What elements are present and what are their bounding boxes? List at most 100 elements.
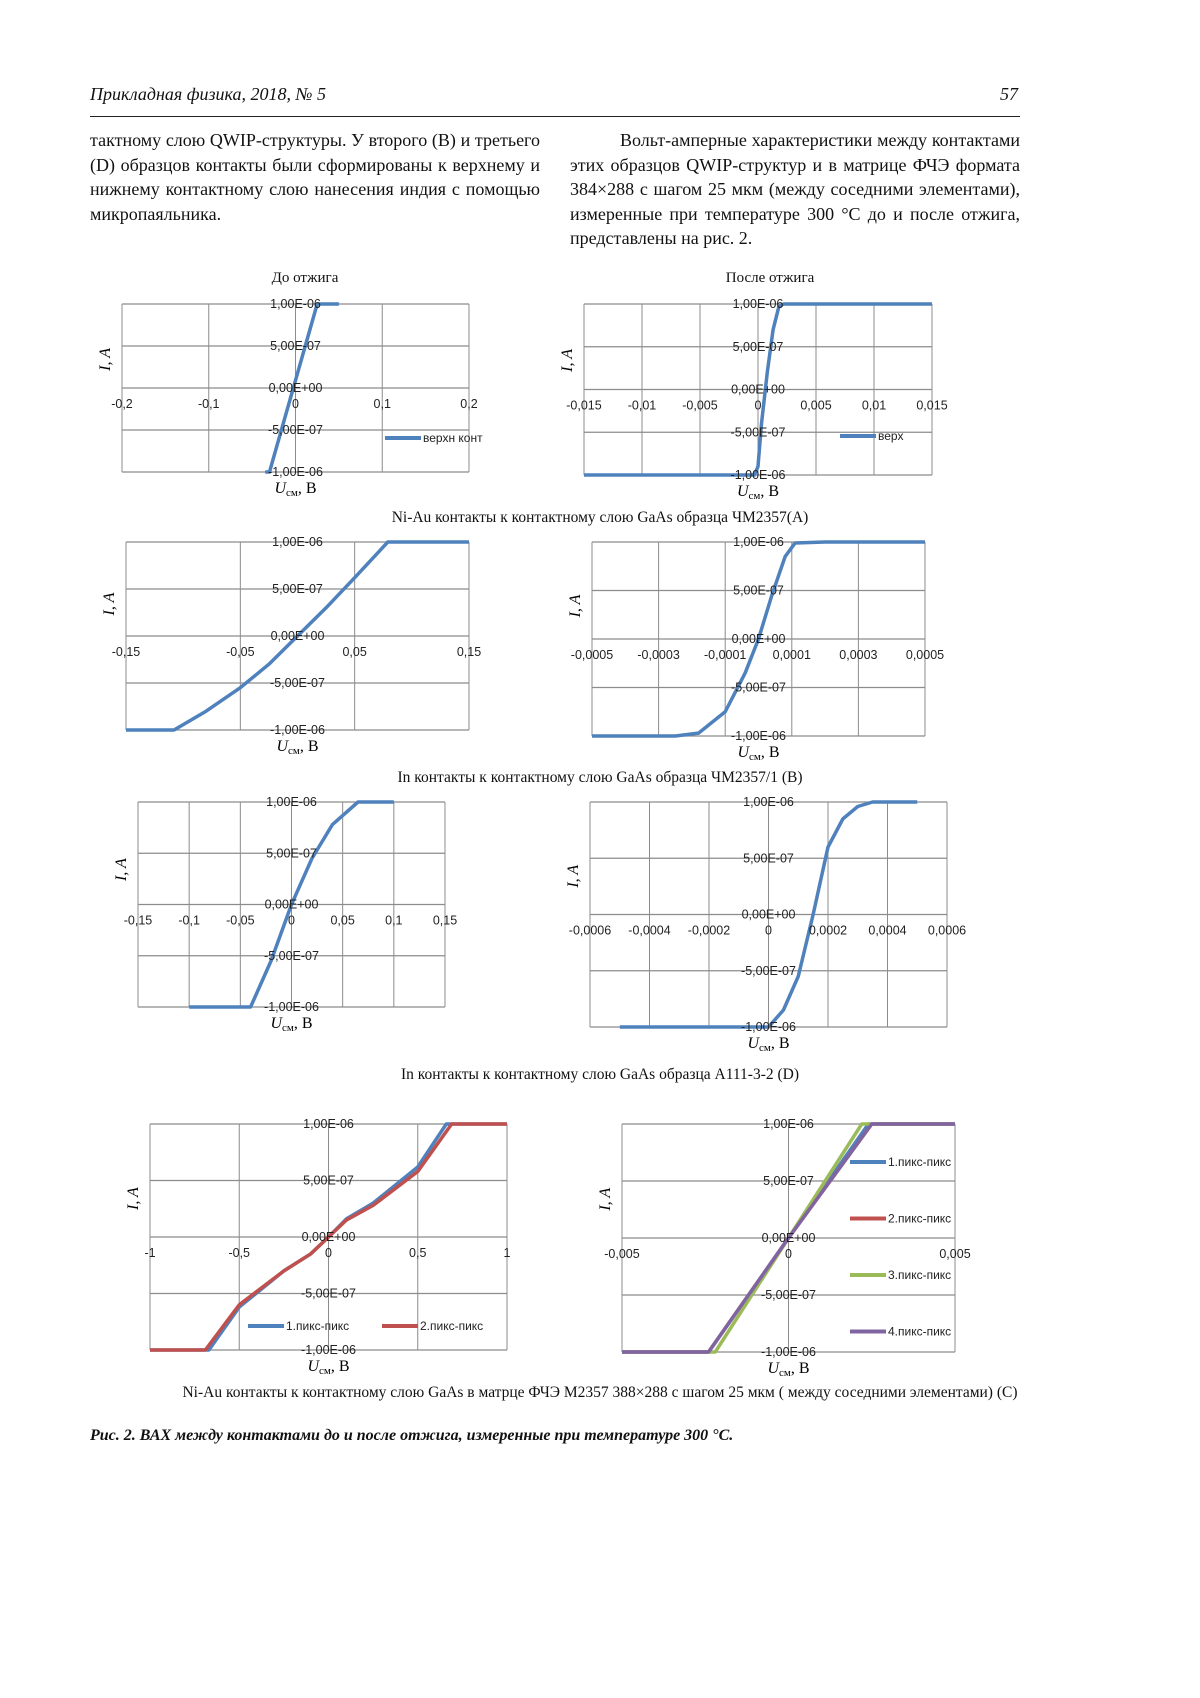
y-tick-label: -1,00E-06	[731, 468, 786, 482]
x-tick-label: 0,0003	[839, 648, 877, 662]
x-tick-label: 0,0006	[928, 924, 966, 938]
y-tick-label: 1,00E-06	[763, 1117, 814, 1131]
chart-5: -1,00E-06 -5,00E-07 0,00E+00 5,00E-07 1,00E-…	[113, 795, 457, 1034]
x-tick-label: -0,0004	[628, 924, 670, 938]
left-column: тактному слою QWIP-структуры. У второго …	[90, 128, 540, 226]
chart-title-after: После отжига	[725, 270, 815, 286]
x-tick-label: 0,01	[862, 399, 886, 413]
y-axis-label: I, A	[565, 865, 582, 889]
y-tick-label: 0,00E+00	[271, 629, 325, 643]
legend-label: верх	[878, 429, 903, 443]
x-tick-label: -0,005	[604, 1247, 639, 1261]
x-tick-label: -0,1	[198, 397, 220, 411]
y-tick-label: 1,00E-06	[272, 535, 323, 549]
chart-title-before: До отжига	[271, 270, 339, 286]
x-tick-label: -1	[144, 1246, 155, 1260]
y-tick-label: 1,00E-06	[733, 535, 784, 549]
y-axis-label: I, A	[567, 594, 584, 618]
left-paragraph: тактному слою QWIP-структуры. У второго …	[90, 130, 540, 224]
x-tick-label: -0,0006	[569, 924, 611, 938]
x-tick-label: 0,0001	[773, 648, 811, 662]
y-tick-label: 5,00E-07	[303, 1174, 354, 1188]
x-tick-label: 0,005	[800, 399, 831, 413]
y-tick-label: 5,00E-07	[733, 584, 784, 598]
y-tick-label: 0,00E+00	[302, 1230, 356, 1244]
y-axis-label: I, A	[101, 592, 118, 616]
x-tick-label: -0,005	[682, 399, 717, 413]
legend-label: верхн конт	[423, 431, 483, 445]
x-tick-label: 0	[325, 1246, 332, 1260]
x-tick-label: 0	[785, 1247, 792, 1261]
x-tick-label: 0,1	[385, 914, 402, 928]
x-tick-label: -0,1	[178, 914, 200, 928]
x-tick-label: -0,15	[112, 645, 141, 659]
journal-header: Прикладная физика, 2018, № 5	[90, 84, 326, 104]
y-tick-label: -5,00E-07	[761, 1288, 816, 1302]
chart-3: -1,00E-06 -5,00E-07 0,00E+00 5,00E-07 1,00E-…	[101, 535, 481, 757]
right-column: Вольт-амперные характеристики между конт…	[570, 128, 1020, 251]
y-tick-label: -1,00E-06	[268, 465, 323, 479]
y-axis-label: I, A	[125, 1187, 142, 1211]
x-tick-label: 0,15	[457, 645, 481, 659]
x-tick-label: 0,0002	[809, 924, 847, 938]
page-number: 57	[1000, 84, 1018, 104]
x-tick-label: -0,01	[628, 399, 657, 413]
caption-row-d: In контакты к контактному слою GaAs обра…	[400, 1066, 800, 1083]
series-line	[126, 540, 469, 732]
figure-caption: Рис. 2. ВАХ между контактами до и после …	[90, 1427, 734, 1444]
x-tick-label: -0,05	[226, 645, 255, 659]
y-tick-label: 5,00E-07	[733, 340, 784, 354]
chart-4: -1,00E-06 -5,00E-07 0,00E+00 5,00E-07 1,00E-…	[567, 535, 944, 763]
x-tick-label: 0,5	[409, 1246, 426, 1260]
y-tick-label: -1,00E-06	[741, 1020, 796, 1034]
x-tick-label: 0,0005	[906, 648, 944, 662]
header-rule	[90, 116, 1020, 117]
y-tick-label: -1,00E-06	[270, 723, 325, 737]
right-paragraph: Вольт-амперные характеристики между конт…	[570, 130, 1020, 248]
x-axis-label: Uсм, В	[274, 480, 316, 499]
y-tick-label: 1,00E-06	[733, 297, 784, 311]
x-tick-label: -0,0003	[637, 648, 679, 662]
x-tick-label: -0,05	[226, 914, 255, 928]
x-tick-label: 0	[288, 914, 295, 928]
y-tick-label: 0,00E+00	[742, 908, 796, 922]
series-line	[592, 540, 925, 738]
x-tick-label: -0,015	[566, 399, 601, 413]
y-axis-label: I, A	[559, 349, 576, 373]
x-tick-label: 0,2	[460, 397, 477, 411]
y-tick-label: 0,00E+00	[731, 383, 785, 397]
y-tick-label: 0,00E+00	[762, 1231, 816, 1245]
x-tick-label: 0	[292, 397, 299, 411]
legend-label: 1.пикс-пикс	[286, 1319, 349, 1333]
y-axis-label: I, A	[97, 348, 114, 372]
chart-1: -1,00E-06 -5,00E-07 0,00E+00 5,00E-07 1,00E-…	[97, 297, 483, 499]
legend-label: 1.пикс-пикс	[888, 1155, 951, 1169]
y-tick-label: -1,00E-06	[301, 1343, 356, 1357]
legend-label: 2.пикс-пикс	[420, 1319, 483, 1333]
x-tick-label: 1	[504, 1246, 511, 1260]
y-tick-label: 1,00E-06	[266, 795, 317, 809]
x-axis-label: Uсм, В	[276, 738, 318, 757]
x-tick-label: -0,0005	[571, 648, 613, 662]
y-tick-label: 1,00E-06	[303, 1117, 354, 1131]
y-tick-label: 5,00E-07	[270, 339, 321, 353]
caption-row-b: In контакты к контактному слою GaAs обра…	[397, 769, 803, 786]
x-tick-label: -0,0002	[688, 924, 730, 938]
x-axis-label: Uсм, В	[767, 1360, 809, 1379]
series-line	[265, 302, 339, 474]
x-tick-label: -0,0001	[704, 648, 746, 662]
chart-6: -1,00E-06 -5,00E-07 0,00E+00 5,00E-07 1,00E-…	[565, 795, 966, 1054]
x-axis-label: Uсм, В	[737, 744, 779, 763]
y-tick-label: -5,00E-07	[268, 423, 323, 437]
series-line	[622, 1122, 955, 1354]
legend-label: 3.пикс-пикс	[888, 1268, 951, 1282]
y-tick-label: -1,00E-06	[761, 1345, 816, 1359]
y-tick-label: -1,00E-06	[731, 729, 786, 743]
series-line	[619, 800, 918, 1029]
y-tick-label: -5,00E-07	[741, 964, 796, 978]
series-line	[189, 800, 394, 1009]
x-tick-label: -0,5	[228, 1246, 250, 1260]
x-tick-label: 0,05	[330, 914, 354, 928]
